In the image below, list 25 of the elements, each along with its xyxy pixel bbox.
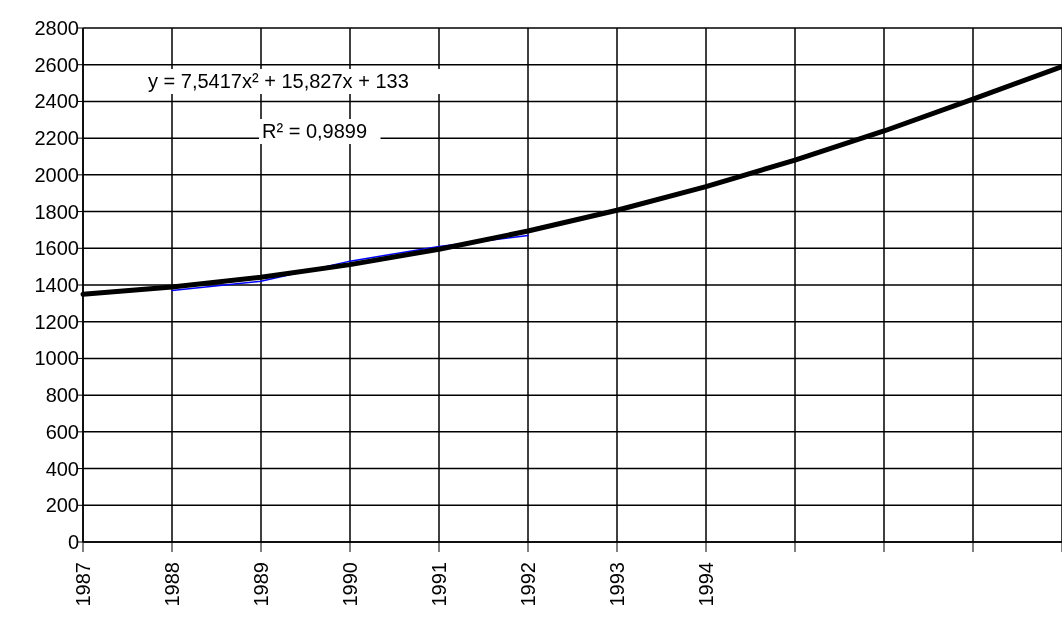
y-tick-label: 1000: [34, 347, 79, 370]
x-tick-label: 1994: [695, 562, 717, 607]
y-tick-label: 1200: [34, 310, 79, 333]
y-tick-label: 400: [45, 457, 79, 480]
x-tick-label: 1987: [72, 562, 94, 607]
x-tick-label: 1990: [339, 562, 361, 607]
y-tick-label: 1400: [34, 274, 79, 296]
y-tick-label: 2800: [34, 17, 79, 39]
annotation: y = 7,5417x² + 15,827x + 133: [148, 70, 409, 92]
x-tick-label: 1991: [428, 562, 450, 607]
x-tick-label: 1993: [606, 562, 628, 607]
y-tick-label: 0: [67, 531, 79, 553]
y-tick-label: 1600: [34, 237, 79, 260]
y-tick-label: 2200: [34, 127, 79, 150]
y-tick-label: 200: [45, 494, 79, 517]
y-tick-label: 800: [45, 384, 79, 407]
annotation: R² = 0,9899: [262, 120, 368, 142]
y-tick-label: 2600: [34, 53, 79, 76]
x-tick-label: 1992: [517, 562, 539, 607]
y-tick-label: 2400: [34, 90, 79, 113]
y-tick-label: 2000: [34, 163, 79, 186]
x-tick-label: 1988: [161, 562, 183, 607]
y-tick-label: 600: [45, 420, 79, 443]
y-tick-label: 1800: [34, 200, 79, 223]
x-tick-label: 1989: [250, 562, 272, 607]
